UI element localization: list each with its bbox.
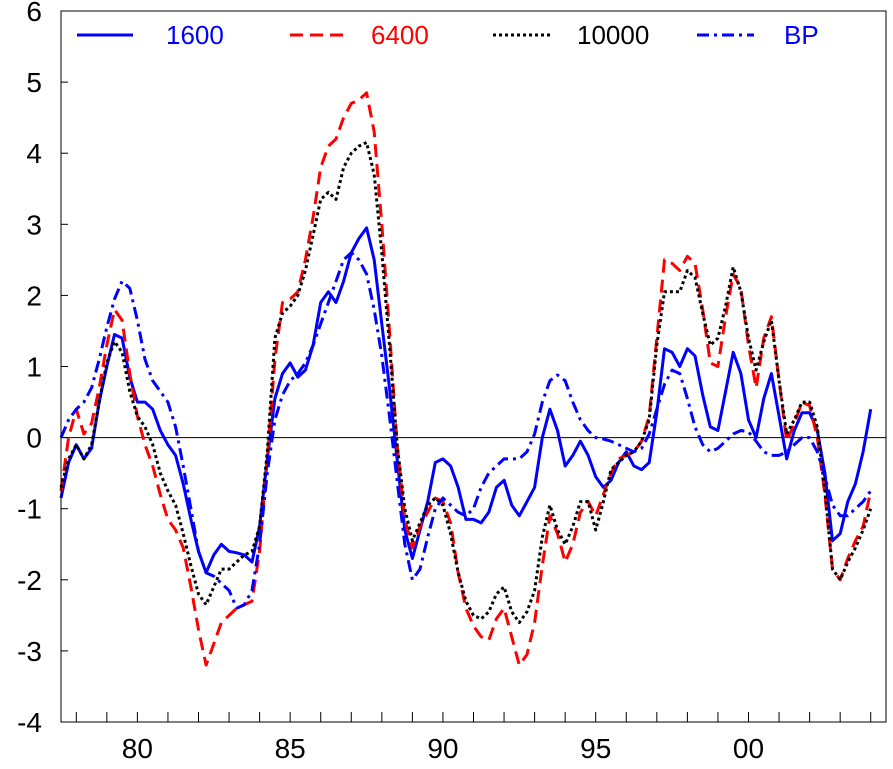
legend-label: 1600: [166, 20, 224, 50]
legend-item-BP: BP: [697, 20, 819, 50]
series-line-BP: [59, 251, 872, 610]
x-tick-label: 80: [122, 733, 153, 764]
series-line-1600: [59, 226, 873, 575]
y-tick-label: 4: [26, 138, 42, 169]
y-tick-label: -2: [17, 565, 42, 596]
legend-label: BP: [784, 20, 819, 50]
x-tick-label: 95: [580, 733, 611, 764]
x-tick-label: 90: [427, 733, 458, 764]
y-tick-label: 6: [26, 0, 42, 27]
y-tick-label: 5: [26, 67, 42, 98]
y-tick-label: 0: [26, 423, 42, 454]
x-tick-label: 00: [733, 733, 764, 764]
y-tick-label: 3: [26, 209, 42, 240]
y-tick-label: -4: [17, 707, 42, 738]
series-line-6400: [59, 91, 873, 667]
legend-label: 10000: [577, 20, 649, 50]
y-tick-label: 1: [26, 352, 42, 383]
x-tick-label: 85: [275, 733, 306, 764]
y-tick-label: 2: [26, 280, 42, 311]
legend-item-1600: 1600: [77, 20, 224, 50]
y-tick-label: -1: [17, 494, 42, 525]
y-tick-label: -3: [17, 636, 42, 667]
legend-item-10000: 10000: [493, 20, 649, 50]
legend-item-6400: 6400: [290, 20, 429, 50]
legend-label: 6400: [371, 20, 429, 50]
series-line-10000: [59, 141, 873, 624]
